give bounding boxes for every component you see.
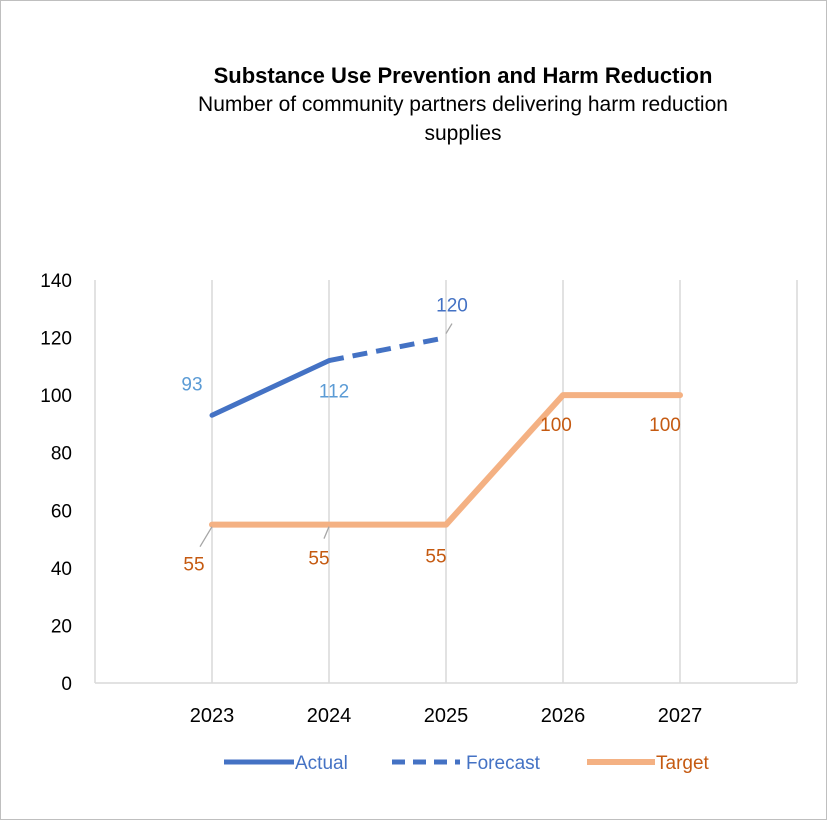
y-tick-label: 0 [61,674,72,695]
x-tick-label: 2025 [424,705,469,727]
y-tick-label: 20 [51,616,72,637]
legend-label-actual: Actual [295,753,348,774]
y-tick-label: 60 [51,501,72,522]
data-label-target: 100 [649,415,681,436]
tick-layer: 0 20 40 60 80 100 120 140 2023 2024 2025 2026 2027 [40,271,702,727]
series-line-forecast [328,335,447,364]
grid-layer [94,280,798,684]
data-label-forecast: 120 [436,296,468,317]
data-label-layer: 93 112 120 55 55 55 100 100 [181,296,680,576]
chart-subtitle: Number of community partners delivering … [198,93,728,145]
x-tick-label: 2023 [190,705,235,727]
x-tick-label: 2026 [541,705,586,727]
chart-title-block: Substance Use Prevention and Harm Reduct… [90,62,827,148]
legend-label-target: Target [656,753,710,774]
y-tick-label: 100 [40,386,72,407]
data-label-target: 55 [183,555,204,576]
chart-title: Substance Use Prevention and Harm Reduct… [213,63,713,88]
leader-line [323,526,330,539]
series-layer [209,335,683,528]
leader-line [199,526,213,548]
data-label-target: 100 [540,415,572,436]
x-tick-label: 2024 [307,705,352,727]
y-tick-label: 120 [40,329,72,350]
series-line-target [209,392,683,528]
x-tick-label: 2027 [658,705,703,727]
legend: Actual Forecast Target [224,753,710,774]
legend-label-forecast: Forecast [466,753,541,774]
series-line-actual [209,358,332,418]
y-tick-label: 40 [51,559,72,580]
y-tick-label: 80 [51,444,72,465]
data-label-target: 55 [425,547,446,568]
data-label-actual: 112 [319,382,349,403]
data-label-target: 55 [308,549,329,570]
leader-line [445,323,453,334]
data-label-actual: 93 [181,374,202,395]
y-tick-label: 140 [40,271,72,292]
